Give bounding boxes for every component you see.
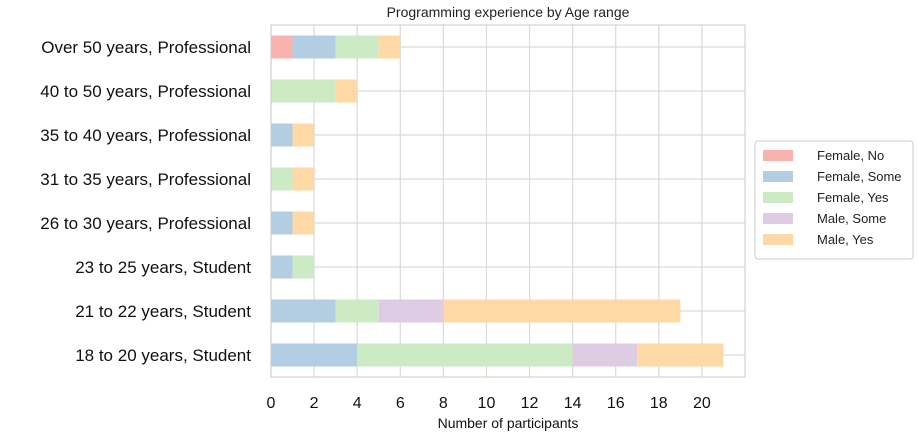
- category-label: Over 50 years, Professional: [41, 38, 251, 57]
- bar-segment: [292, 211, 315, 235]
- bar-segment: [292, 123, 315, 147]
- x-tick-label: 8: [439, 395, 448, 412]
- legend-swatch: [763, 192, 793, 203]
- plot-frame: [270, 24, 746, 378]
- legend-box: [754, 140, 914, 260]
- bar-segment: [572, 343, 638, 367]
- bar-segment: [443, 299, 681, 323]
- grid-lines: [270, 25, 745, 377]
- bar-segment: [335, 79, 358, 103]
- bar-segment: [378, 299, 444, 323]
- x-tick-label: 2: [310, 395, 319, 412]
- legend-label: Female, Some: [817, 169, 902, 184]
- x-axis-title: Number of participants: [438, 415, 579, 431]
- category-labels: Over 50 years, Professional 40 to 50 year…: [40, 38, 251, 365]
- bar-segment: [357, 343, 573, 367]
- bar-segment: [271, 211, 293, 235]
- x-tick-label: 12: [521, 395, 539, 412]
- x-tick-labels: 0 2 4 6 8 10 12 14 16 18 20: [267, 395, 711, 412]
- x-tick-label: 16: [607, 395, 625, 412]
- bar-segment: [271, 299, 336, 323]
- legend-swatch: [763, 150, 793, 161]
- legend-label: Male, Some: [817, 211, 886, 226]
- legend: Female, No Female, Some Female, Yes Male, S…: [754, 140, 914, 260]
- category-label: 40 to 50 years, Professional: [40, 82, 251, 101]
- x-tick-label: 10: [478, 395, 496, 412]
- bar-segment: [335, 35, 379, 59]
- bar-segment: [271, 123, 293, 147]
- x-tick-label: 4: [353, 395, 362, 412]
- category-label: 26 to 30 years, Professional: [40, 214, 251, 233]
- x-tick-label: 6: [396, 395, 405, 412]
- legend-label: Male, Yes: [817, 232, 874, 247]
- legend-swatch: [763, 171, 793, 182]
- bar-segment: [271, 255, 293, 279]
- bar-segment: [271, 167, 293, 191]
- x-tick-label: 14: [564, 395, 582, 412]
- chart-title: Programming experience by Age range: [387, 4, 630, 20]
- category-label: 23 to 25 years, Student: [75, 258, 251, 277]
- category-label: 31 to 35 years, Professional: [40, 170, 251, 189]
- x-tick-label: 0: [267, 395, 276, 412]
- bar-segment: [271, 343, 358, 367]
- bar-segment: [335, 299, 379, 323]
- bar-segment: [271, 35, 293, 59]
- bar-segment: [271, 79, 336, 103]
- category-label: 21 to 22 years, Student: [75, 302, 251, 321]
- bar-segment: [378, 35, 401, 59]
- x-tick-label: 20: [693, 395, 711, 412]
- bar-segment: [292, 255, 315, 279]
- bar-segment: [292, 35, 336, 59]
- legend-label: Female, No: [817, 148, 884, 163]
- legend-swatch: [763, 213, 793, 224]
- category-label: 35 to 40 years, Professional: [40, 126, 251, 145]
- legend-swatch: [763, 234, 793, 245]
- bar-segment: [292, 167, 315, 191]
- category-label: 18 to 20 years, Student: [75, 346, 251, 365]
- bar-segment: [637, 343, 724, 367]
- legend-label: Female, Yes: [817, 190, 889, 205]
- x-tick-label: 18: [650, 395, 668, 412]
- bars: [271, 35, 724, 367]
